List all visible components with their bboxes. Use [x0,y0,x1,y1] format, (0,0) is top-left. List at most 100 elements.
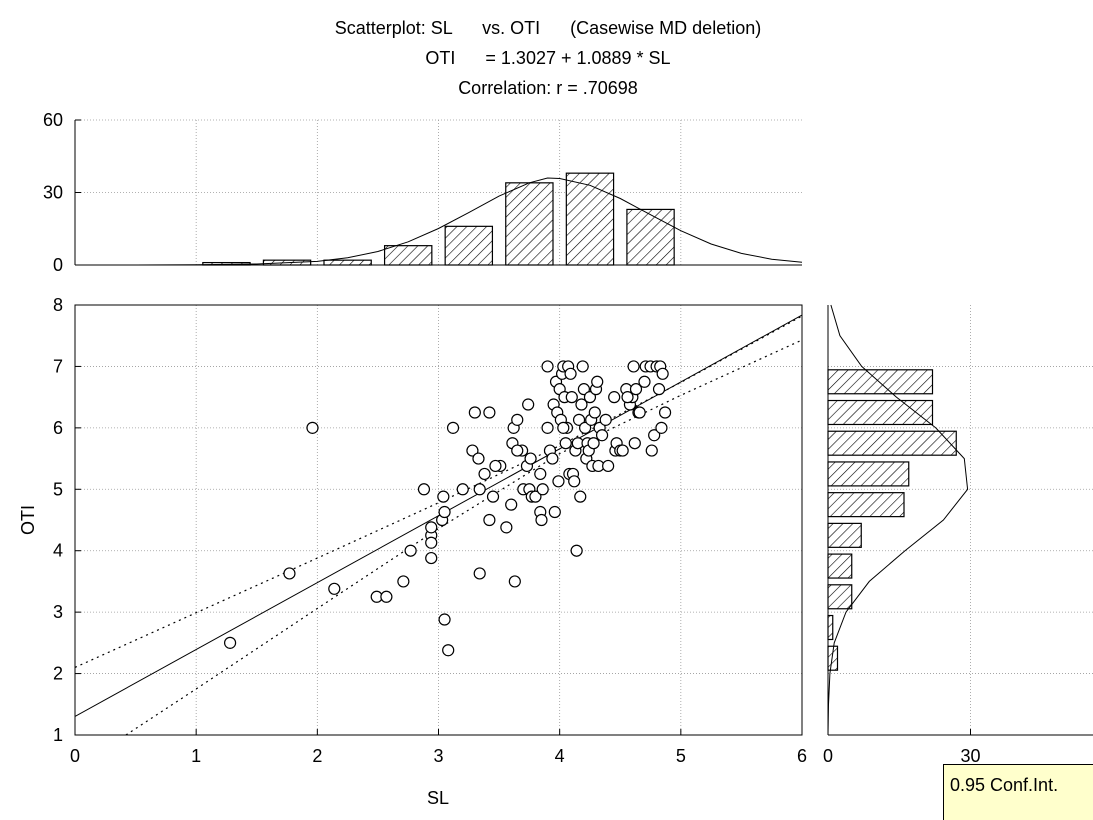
right-hist-tick-label: 0 [823,746,833,766]
y-tick-label: 1 [53,725,63,745]
top-hist-bar [626,208,675,266]
data-point [575,398,588,411]
data-point [529,490,542,503]
confidence-interval-legend: 0.95 Conf.Int. [943,764,1093,820]
data-point [564,367,577,380]
data-point [483,513,496,527]
data-point [438,613,451,626]
data-point [535,513,548,527]
right-hist-bar [827,522,862,548]
y-tick-label: 4 [53,541,63,561]
data-point [483,406,496,419]
data-point [536,483,549,496]
right-hist-bar [827,492,905,518]
data-point [486,490,500,503]
data-point [577,383,591,396]
data-point [599,413,612,426]
data-point [557,421,570,434]
data-point [568,475,581,488]
top-hist-bar [383,245,433,266]
data-point [437,490,450,503]
data-point [652,383,666,396]
data-point [583,391,597,404]
data-point [473,483,486,496]
data-point [648,429,661,442]
data-point [511,413,524,426]
data-point [380,590,393,603]
data-point [572,413,586,426]
y-tick-label: 8 [53,295,63,315]
data-point [478,467,491,481]
right-hist-bar [827,430,957,456]
data-point [328,582,341,595]
confidence-band-lower [125,339,802,735]
data-point [548,505,561,519]
data-point [397,575,410,588]
top-hist-bar [565,172,615,266]
x-tick-label: 1 [191,746,201,766]
data-point [541,421,554,434]
data-point [565,391,578,404]
data-point [638,375,651,388]
data-point [616,444,629,457]
data-point [579,421,592,434]
x-axis-label: SL [427,788,449,808]
data-point [658,406,672,419]
data-point [456,483,469,496]
right-hist-bar [827,614,834,641]
correlation-label: Correlation: r = .70698 [458,78,638,98]
data-point [442,644,455,657]
data-point [489,459,502,473]
right-hist-bar [827,553,853,579]
legend-label: 0.95 Conf.Int. [950,775,1059,795]
data-point [446,421,460,434]
data-point [627,360,640,373]
y-tick-label: 3 [53,602,63,622]
data-point [534,467,547,481]
y-tick-label: 6 [53,418,63,438]
y-tick-label: 2 [53,664,63,684]
data-point [417,483,431,496]
data-point [655,421,668,434]
data-point [602,459,615,473]
data-point [306,421,319,434]
x-tick-label: 3 [433,746,443,766]
right-hist-bar [827,369,934,395]
top-hist-bar [505,182,554,266]
data-point [524,452,537,465]
data-point [559,437,572,450]
x-tick-label: 6 [797,746,807,766]
data-point [588,406,601,419]
y-axis-label: OTI [18,505,38,535]
y-tick-label: 5 [53,479,63,499]
data-point [587,437,600,450]
y-tick-label: 7 [53,356,63,376]
top-hist-tick-label: 60 [43,110,63,130]
data-point [574,490,587,503]
data-point [425,551,438,565]
data-point [472,452,485,465]
data-point [438,505,451,519]
data-point [629,383,643,396]
data-point [546,452,559,465]
data-point [552,475,565,488]
top-hist-tick-label: 0 [53,255,63,275]
data-point [500,521,513,534]
top-hist-bar [444,225,494,266]
data-point [468,406,481,419]
confidence-band-upper [75,315,802,668]
right-hist-tick-label: 30 [960,746,980,766]
top-hist-bar [323,259,372,266]
x-tick-label: 2 [312,746,322,766]
data-point [508,575,521,588]
x-tick-label: 4 [555,746,565,766]
data-point [656,367,669,380]
x-tick-label: 5 [676,746,686,766]
right-hist-bar [827,461,910,487]
data-point [283,567,296,580]
data-point [595,429,609,442]
data-point [576,360,589,373]
